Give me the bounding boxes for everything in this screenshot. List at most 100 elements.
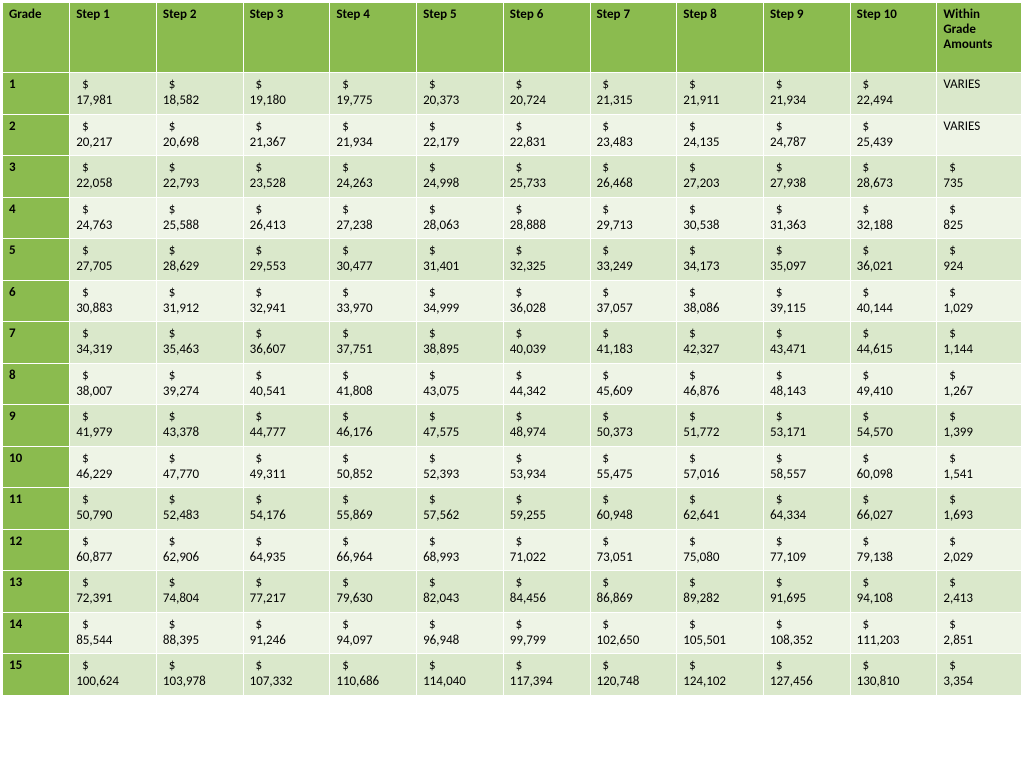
currency-symbol: $ bbox=[857, 160, 931, 176]
cell-step-5: $114,040 bbox=[417, 654, 504, 696]
currency-symbol: $ bbox=[943, 534, 1015, 550]
col-header-step-6: Step 6 bbox=[503, 3, 590, 73]
amount-value: 94,097 bbox=[336, 633, 410, 649]
amount-value: 34,319 bbox=[76, 342, 150, 358]
currency-symbol: $ bbox=[423, 243, 497, 259]
currency-symbol: $ bbox=[597, 534, 671, 550]
amount-value: 77,217 bbox=[250, 591, 324, 607]
cell-step-10: $111,203 bbox=[850, 612, 937, 654]
row-header-grade: 3 bbox=[3, 156, 70, 198]
amount-value: 41,808 bbox=[336, 384, 410, 400]
currency-symbol: $ bbox=[683, 575, 757, 591]
currency-symbol: $ bbox=[76, 243, 150, 259]
table-header: GradeStep 1Step 2Step 3Step 4Step 5Step … bbox=[3, 3, 1022, 73]
cell-step-10: $40,144 bbox=[850, 280, 937, 322]
currency-symbol: $ bbox=[770, 575, 844, 591]
cell-within-grade: VARIES bbox=[937, 73, 1022, 115]
currency-symbol: $ bbox=[163, 77, 237, 93]
amount-value: 33,970 bbox=[336, 301, 410, 317]
amount-value: 29,553 bbox=[250, 259, 324, 275]
cell-step-1: $38,007 bbox=[70, 363, 157, 405]
amount-value: 72,391 bbox=[76, 591, 150, 607]
currency-symbol: $ bbox=[510, 160, 584, 176]
amount-value: 91,246 bbox=[250, 633, 324, 649]
cell-step-1: $46,229 bbox=[70, 446, 157, 488]
cell-step-6: $84,456 bbox=[503, 571, 590, 613]
amount-value: 36,607 bbox=[250, 342, 324, 358]
amount-value: 25,588 bbox=[163, 218, 237, 234]
amount-value: 30,883 bbox=[76, 301, 150, 317]
cell-step-6: $32,325 bbox=[503, 239, 590, 281]
col-header-step-2: Step 2 bbox=[156, 3, 243, 73]
currency-symbol: $ bbox=[510, 409, 584, 425]
cell-step-3: $64,935 bbox=[243, 529, 330, 571]
currency-symbol: $ bbox=[770, 409, 844, 425]
currency-symbol: $ bbox=[336, 368, 410, 384]
currency-symbol: $ bbox=[250, 658, 324, 674]
amount-value: 24,763 bbox=[76, 218, 150, 234]
cell-within-grade: $1,144 bbox=[937, 322, 1022, 364]
cell-step-2: $52,483 bbox=[156, 488, 243, 530]
currency-symbol: $ bbox=[423, 534, 497, 550]
currency-symbol: $ bbox=[76, 160, 150, 176]
cell-step-2: $35,463 bbox=[156, 322, 243, 364]
currency-symbol: $ bbox=[943, 492, 1015, 508]
currency-symbol: $ bbox=[510, 368, 584, 384]
amount-value: 54,176 bbox=[250, 508, 324, 524]
cell-step-7: $23,483 bbox=[590, 114, 677, 156]
pay-scale-table: GradeStep 1Step 2Step 3Step 4Step 5Step … bbox=[2, 2, 1022, 696]
cell-step-4: $27,238 bbox=[330, 197, 417, 239]
cell-step-4: $41,808 bbox=[330, 363, 417, 405]
cell-step-4: $55,869 bbox=[330, 488, 417, 530]
currency-symbol: $ bbox=[336, 492, 410, 508]
header-row: GradeStep 1Step 2Step 3Step 4Step 5Step … bbox=[3, 3, 1022, 73]
cell-within-grade: VARIES bbox=[937, 114, 1022, 156]
currency-symbol: $ bbox=[163, 202, 237, 218]
amount-value: 49,410 bbox=[857, 384, 931, 400]
cell-step-1: $22,058 bbox=[70, 156, 157, 198]
amount-value: 130,810 bbox=[857, 674, 931, 690]
cell-step-3: $19,180 bbox=[243, 73, 330, 115]
currency-symbol: $ bbox=[857, 617, 931, 633]
cell-step-9: $48,143 bbox=[763, 363, 850, 405]
amount-value: 110,686 bbox=[336, 674, 410, 690]
cell-step-7: $41,183 bbox=[590, 322, 677, 364]
currency-symbol: $ bbox=[597, 617, 671, 633]
amount-value: 22,058 bbox=[76, 176, 150, 192]
cell-step-8: $42,327 bbox=[677, 322, 764, 364]
cell-step-2: $18,582 bbox=[156, 73, 243, 115]
amount-value: 62,906 bbox=[163, 550, 237, 566]
currency-symbol: $ bbox=[423, 409, 497, 425]
currency-symbol: $ bbox=[250, 451, 324, 467]
cell-step-5: $31,401 bbox=[417, 239, 504, 281]
amount-value: 44,777 bbox=[250, 425, 324, 441]
amount-value: 825 bbox=[943, 218, 1015, 234]
currency-symbol: $ bbox=[597, 451, 671, 467]
cell-step-3: $107,332 bbox=[243, 654, 330, 696]
cell-step-9: $53,171 bbox=[763, 405, 850, 447]
currency-symbol: $ bbox=[857, 534, 931, 550]
cell-step-3: $77,217 bbox=[243, 571, 330, 613]
amount-value: 40,144 bbox=[857, 301, 931, 317]
cell-step-9: $39,115 bbox=[763, 280, 850, 322]
currency-symbol: $ bbox=[770, 451, 844, 467]
amount-value: 2,851 bbox=[943, 633, 1015, 649]
amount-value: 43,075 bbox=[423, 384, 497, 400]
row-header-grade: 8 bbox=[3, 363, 70, 405]
amount-value: 27,705 bbox=[76, 259, 150, 275]
amount-value: 27,238 bbox=[336, 218, 410, 234]
cell-step-5: $22,179 bbox=[417, 114, 504, 156]
currency-symbol: $ bbox=[597, 243, 671, 259]
amount-value: 52,483 bbox=[163, 508, 237, 524]
amount-value: 39,115 bbox=[770, 301, 844, 317]
currency-symbol: $ bbox=[857, 368, 931, 384]
cell-step-6: $99,799 bbox=[503, 612, 590, 654]
cell-step-8: $46,876 bbox=[677, 363, 764, 405]
currency-symbol: $ bbox=[76, 658, 150, 674]
currency-symbol: $ bbox=[683, 617, 757, 633]
amount-value: 35,097 bbox=[770, 259, 844, 275]
row-header-grade: 15 bbox=[3, 654, 70, 696]
amount-value: 42,327 bbox=[683, 342, 757, 358]
amount-value: 28,063 bbox=[423, 218, 497, 234]
currency-symbol: $ bbox=[943, 617, 1015, 633]
